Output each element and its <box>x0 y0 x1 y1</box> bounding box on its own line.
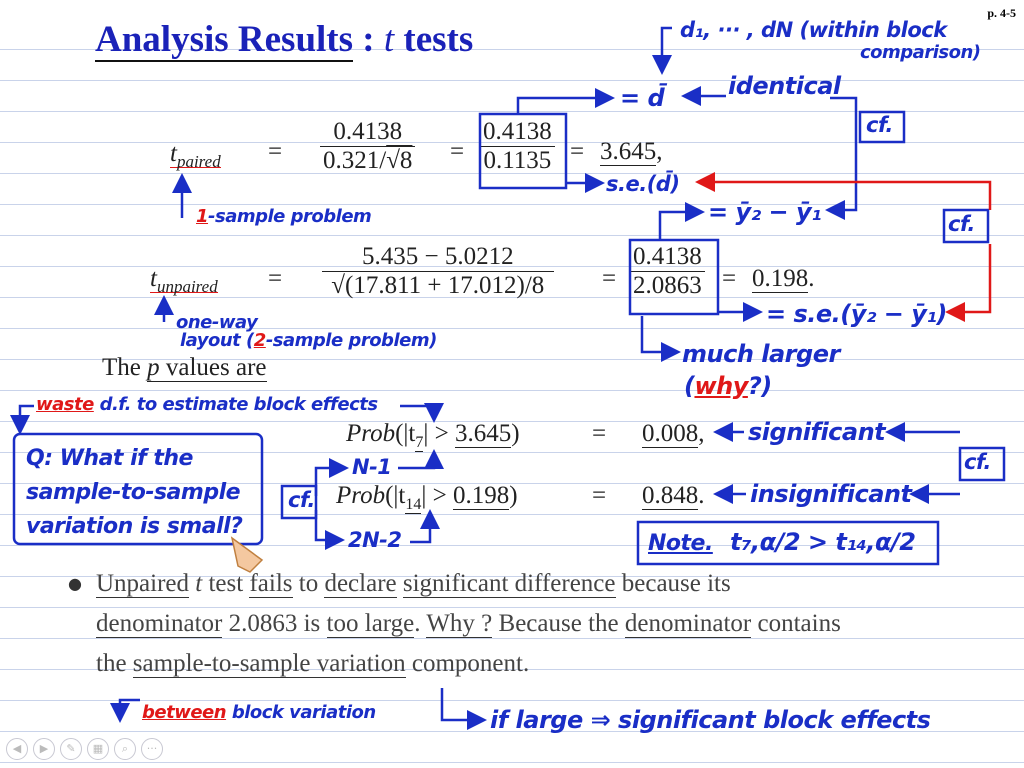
page-number: p. 4-5 <box>987 6 1016 20</box>
paired-result: 3.645, <box>600 138 663 166</box>
arrow-dlist-dbar <box>652 26 672 75</box>
paired-lhs: tpaired <box>170 140 221 171</box>
annotation-y2-y1: = ȳ₂ − ȳ₁ <box>708 198 822 226</box>
unpaired-den1: √(17.811 + 17.012)/8 <box>331 272 545 299</box>
paired-eq-sign-2: = <box>450 138 465 165</box>
annotation-2n-minus-2: 2N-2 <box>348 528 402 552</box>
unpaired-lhs: tunpaired <box>150 265 218 296</box>
annotation-se-dbar: s.e.(d̄) <box>606 172 680 196</box>
unpaired-num1: 5.435 − 5.0212 <box>322 243 554 272</box>
paired-den2: 0.1135 <box>483 147 552 174</box>
title-separator: : <box>362 19 375 60</box>
annotation-cf-1: cf. <box>866 113 893 137</box>
bullet-line-2: denominator 2.0863 is too large. Why ? B… <box>96 610 841 638</box>
paired-fraction-2: 0.4138 0.1135 <box>480 118 555 175</box>
paired-fraction-1: 0.4138 0.321/√8 <box>320 118 416 175</box>
annotation-n-minus-1: N-1 <box>352 455 392 479</box>
pen-icon[interactable]: ✎ <box>60 738 82 760</box>
pvalue-row-2: Prob(|t14| > 0.198) <box>336 482 518 514</box>
annotation-cf-2: cf. <box>948 212 975 236</box>
bullet-line-1: Unpaired t test fails to declare signifi… <box>96 570 731 598</box>
page-icon[interactable]: ▦ <box>87 738 109 760</box>
paired-den1: 0.321/√8 <box>323 147 413 174</box>
unpaired-num2: 0.4138 <box>630 243 705 272</box>
paired-eq-sign-3: = <box>570 138 585 165</box>
title-tests: tests <box>403 19 474 60</box>
annotation-identical: identical <box>728 72 841 100</box>
arrow-2n2-sub <box>410 509 440 544</box>
unpaired-result: 0.198. <box>752 265 815 293</box>
unpaired-fraction-1: 5.435 − 5.0212 √(17.811 + 17.012)/8 <box>322 243 554 300</box>
annotation-why: (why?) <box>684 372 772 400</box>
bullet-dot: ● <box>68 574 82 593</box>
pvalue-row-1-result: 0.008, <box>642 420 705 448</box>
annotation-between: between block variation <box>142 702 376 723</box>
unpaired-den2: 2.0863 <box>633 272 702 299</box>
bullet-line-3: the sample-to-sample variation component… <box>96 650 530 678</box>
annotation-one-way: one-way <box>176 312 258 333</box>
pvalues-intro: The p values are <box>102 354 267 382</box>
arrow-2n-minus-2 <box>314 510 345 550</box>
nav-toolbar: ◀ ▶ ✎ ▦ ⌕ ··· <box>6 737 168 760</box>
annotation-se-y: = s.e.(ȳ₂ − ȳ₁) <box>766 300 947 328</box>
prev-icon[interactable]: ◀ <box>6 738 28 760</box>
paired-eq-sign: = <box>268 138 283 165</box>
annotation-comparison: comparison) <box>860 42 981 63</box>
annotation-significant: significant <box>748 418 886 446</box>
annotation-layout: layout (2-sample problem) <box>180 330 437 351</box>
arrow-box-dbar <box>516 88 615 114</box>
unpaired-eq-sign: = <box>268 265 283 292</box>
arrow-box-y2y1 <box>658 202 705 240</box>
title-t: t <box>383 19 395 60</box>
annotation-one-sample: 1-sample problem <box>196 206 372 227</box>
arrow-cf1 <box>825 96 858 220</box>
unpaired-eq-sign-2: = <box>602 265 617 292</box>
arrow-red-se-y <box>945 244 992 322</box>
annotation-if-large: if large ⇒ significant block effects <box>490 706 931 734</box>
pvalue-row-1-eq: = <box>592 420 607 447</box>
annotation-much-larger: much larger <box>682 340 840 368</box>
arrow-waste-left <box>10 404 34 435</box>
next-icon[interactable]: ▶ <box>33 738 55 760</box>
arrow-if-large <box>440 688 487 730</box>
zoom-icon[interactable]: ⌕ <box>114 738 136 760</box>
paired-num1: 0.4138 <box>320 118 416 147</box>
unpaired-fraction-2: 0.4138 2.0863 <box>630 243 705 300</box>
annotation-question: Q: What if the sample-to-sample variatio… <box>26 446 243 539</box>
annotation-cf-3: cf. <box>288 488 315 512</box>
arrow-waste-right <box>400 403 444 423</box>
arrow-n1-sub <box>398 449 444 470</box>
arrow-much-larger <box>640 316 681 362</box>
arrow-between <box>110 698 140 723</box>
paired-num2: 0.4138 <box>480 118 555 147</box>
pvalue-row-2-result: 0.848. <box>642 482 705 510</box>
title-main: Analysis Results <box>95 19 354 62</box>
annotation-insignificant: insignificant <box>750 480 912 508</box>
page-title: Analysis Results : t tests <box>95 18 474 62</box>
bullet-paragraph: Unpaired t test fails to declare signifi… <box>96 564 841 684</box>
more-icon[interactable]: ··· <box>141 738 163 760</box>
unpaired-eq-sign-3: = <box>722 265 737 292</box>
annotation-note: Note. t₇,α/2 > t₁₄,α/2 <box>648 528 916 556</box>
annotation-dbar: = d̄ <box>620 84 665 112</box>
annotation-waste: waste d.f. to estimate block effects <box>36 394 378 415</box>
annotation-d-list: d₁, ··· , dN (within block <box>680 18 947 42</box>
pvalue-row-1: Prob(|t7| > 3.645) <box>346 420 520 452</box>
pvalue-row-2-eq: = <box>592 482 607 509</box>
annotation-cf-4: cf. <box>964 450 991 474</box>
